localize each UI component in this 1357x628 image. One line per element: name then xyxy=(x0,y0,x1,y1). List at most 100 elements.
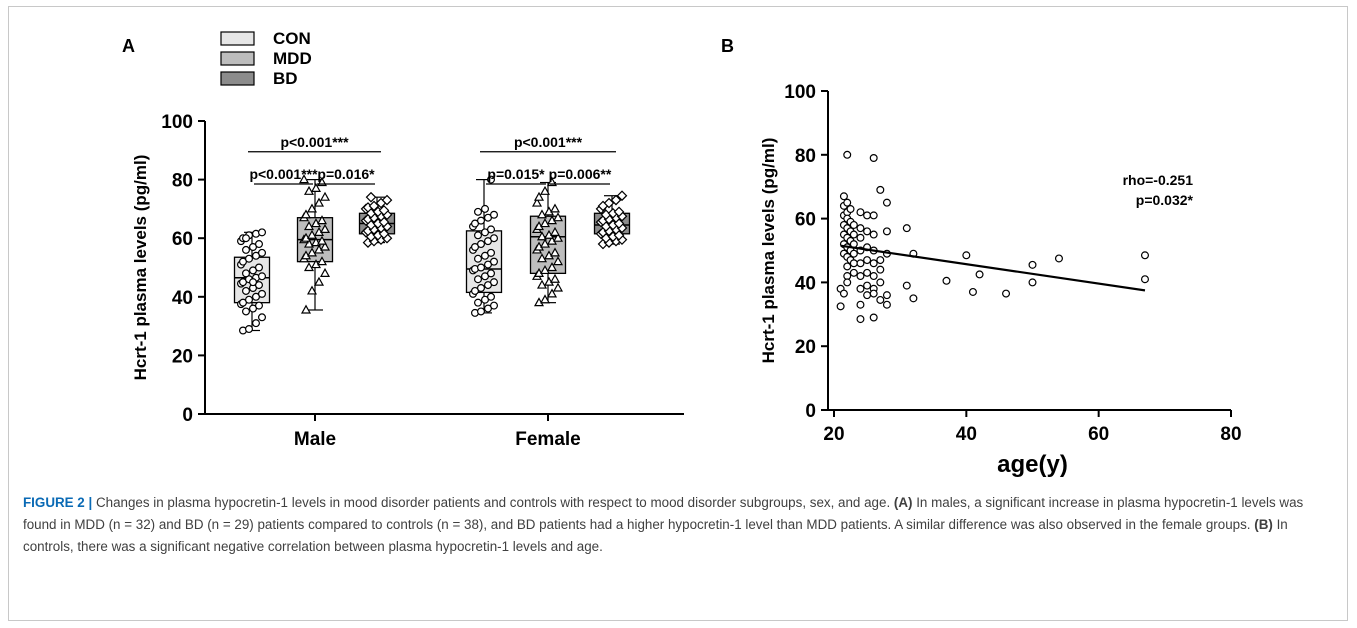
scatter-point xyxy=(839,192,848,201)
panel-b-y-axis-title: Hcrt-1 plasma levels (pg/ml) xyxy=(759,138,778,364)
scatter-point xyxy=(849,249,858,258)
point-female-mdd xyxy=(549,226,561,236)
panel-b-y-tick-label: 20 xyxy=(795,337,816,358)
point-female-mdd xyxy=(549,203,561,213)
significance-label: p=0.006** xyxy=(549,166,612,182)
significance-label: p<0.001*** xyxy=(280,134,349,150)
point-male-mdd xyxy=(316,215,328,225)
scatter-point xyxy=(863,256,872,265)
point-female-bd xyxy=(613,206,625,218)
point-female-mdd xyxy=(552,256,564,266)
scatter-point xyxy=(843,198,852,207)
point-female-mdd xyxy=(552,212,564,222)
panel-b-y-tick-label: 60 xyxy=(795,210,816,231)
point-female-con xyxy=(490,257,499,266)
scatter-point xyxy=(856,284,865,293)
point-male-con xyxy=(258,228,267,237)
point-male-con xyxy=(255,240,264,249)
scatter-point xyxy=(849,230,858,239)
panel-b-x-tick-label: 40 xyxy=(956,424,977,445)
point-male-con xyxy=(249,278,258,287)
panel-a-y-tick-label: 60 xyxy=(172,229,193,250)
point-male-mdd xyxy=(303,185,315,195)
panel-b-x-tick-label: 60 xyxy=(1088,424,1109,445)
scatter-point xyxy=(856,272,865,281)
point-male-bd xyxy=(365,191,377,203)
point-female-con xyxy=(490,301,499,310)
point-female-mdd xyxy=(549,247,561,257)
significance-label: p<0.001*** xyxy=(514,134,583,150)
point-female-con xyxy=(487,292,496,301)
point-male-con xyxy=(242,234,251,243)
point-male-mdd xyxy=(298,174,310,184)
point-male-mdd xyxy=(313,276,325,286)
point-female-mdd xyxy=(539,218,551,228)
point-female-mdd xyxy=(546,262,558,272)
point-male-mdd xyxy=(319,267,331,277)
point-female-mdd xyxy=(536,209,548,219)
scatter-point xyxy=(876,295,885,304)
point-female-mdd xyxy=(533,191,545,201)
scatter-point xyxy=(882,291,891,300)
point-male-mdd xyxy=(300,304,312,314)
point-female-con xyxy=(490,234,499,243)
panel-b-x-axis-title: age(y) xyxy=(997,451,1068,478)
correlation-rho: rho=-0.251 xyxy=(1123,172,1194,188)
point-male-con xyxy=(258,248,267,257)
point-female-mdd xyxy=(552,282,564,292)
point-male-bd xyxy=(378,205,390,216)
point-female-mdd xyxy=(539,264,551,275)
scatter-point xyxy=(968,287,977,296)
scatter-point xyxy=(876,278,885,287)
panel-b-y-tick-label: 80 xyxy=(795,146,816,167)
point-female-con xyxy=(477,263,486,272)
caption-tag-a: (A) xyxy=(893,495,913,510)
scatter-point xyxy=(869,272,878,281)
panel-a-y-tick-label: 100 xyxy=(161,112,193,133)
figure-frame: A 0 20 40 60 80 100 Hcrt-1 plasma levels (pg/ml… xyxy=(8,6,1348,621)
scatter-point xyxy=(843,150,852,159)
scatter-point xyxy=(882,300,891,309)
scatter-point xyxy=(856,233,865,242)
scatter-point xyxy=(882,198,891,207)
scatter-point xyxy=(1028,260,1037,269)
scatter-point xyxy=(1054,254,1063,263)
panel-b-x-tick-label: 80 xyxy=(1220,424,1241,445)
point-female-con xyxy=(474,231,483,240)
scatter-point xyxy=(856,259,865,268)
panel-a-y-tick-label: 0 xyxy=(182,405,193,426)
point-female-mdd xyxy=(539,294,551,304)
point-male-mdd xyxy=(306,285,318,295)
legend-label-mdd: MDD xyxy=(273,49,312,68)
point-male-con xyxy=(255,263,264,272)
point-female-con xyxy=(481,204,490,213)
scatter-point xyxy=(863,281,872,290)
point-male-con xyxy=(242,286,251,295)
point-female-con xyxy=(477,240,486,249)
significance-label: p<0.001*** xyxy=(249,166,318,182)
caption-text-2: In males, a significant increase in plas… xyxy=(23,495,1304,532)
point-male-con xyxy=(258,289,267,298)
point-male-mdd xyxy=(316,235,328,245)
scatter-point xyxy=(856,208,865,217)
point-male-mdd xyxy=(316,256,328,266)
point-male-mdd xyxy=(306,229,318,239)
point-male-mdd xyxy=(303,238,315,248)
point-female-con xyxy=(490,278,499,287)
scatter-point xyxy=(902,281,911,290)
point-female-mdd xyxy=(546,288,558,298)
scatter-point xyxy=(869,313,878,322)
scatter-point xyxy=(876,256,885,265)
panel-label-a: A xyxy=(122,36,135,56)
panel-b-y-tick-label: 0 xyxy=(805,401,816,422)
scatter-point xyxy=(843,262,852,271)
point-female-mdd xyxy=(539,238,551,248)
point-male-mdd xyxy=(310,182,322,192)
correlation-p: p=0.032* xyxy=(1136,192,1194,208)
scatter-point xyxy=(1002,289,1011,298)
scatter-point xyxy=(869,153,878,162)
scatter-point xyxy=(1028,278,1037,287)
legend-swatch-mdd xyxy=(220,51,255,66)
scatter-point xyxy=(843,278,852,287)
point-female-bd xyxy=(610,194,622,206)
